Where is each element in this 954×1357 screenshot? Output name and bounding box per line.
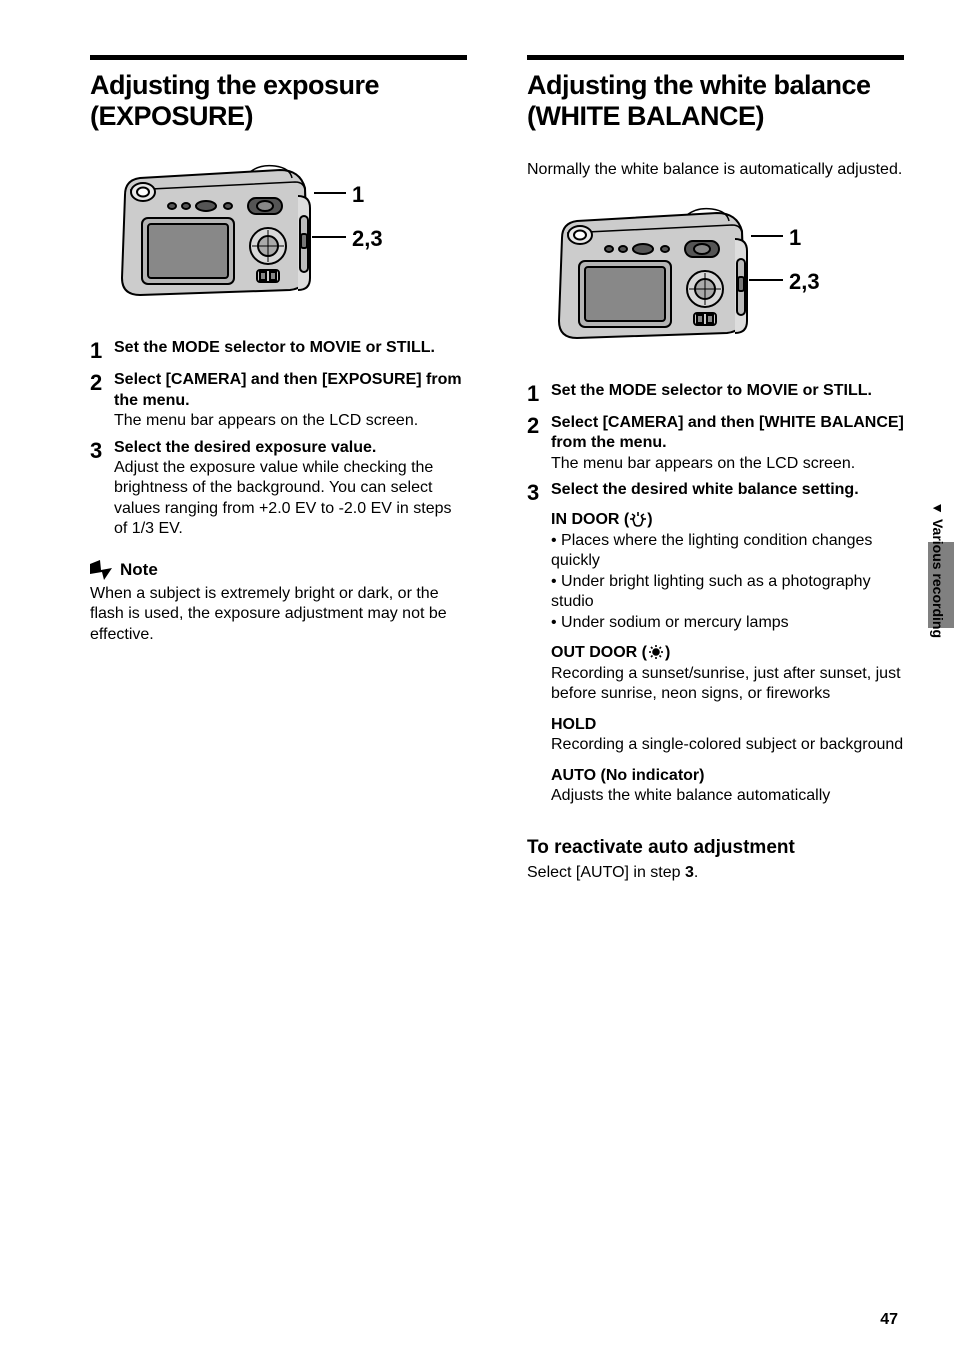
step-num: 3	[527, 480, 551, 817]
r-step3-text: Select the desired white balance setting…	[551, 481, 859, 498]
r-step2-text: Select [CAMERA] and then [WHITE BALANCE]…	[551, 414, 904, 451]
left-title: Adjusting the exposure (EXPOSURE)	[90, 70, 467, 132]
side-label: ▼ Various recording	[930, 501, 946, 638]
indoor-b3: • Under sodium or mercury lamps	[551, 614, 789, 631]
hold-b1: Recording a single-colored subject or ba…	[551, 736, 903, 753]
callout-23: 2,3	[789, 269, 820, 295]
mode-auto: AUTO (No indicator) Adjusts the white ba…	[551, 766, 904, 807]
hold-label: HOLD	[551, 716, 596, 733]
step2-sub: The menu bar appears on the LCD screen.	[114, 412, 418, 429]
step1-text: Set the MODE selector to MOVIE or STILL.	[114, 339, 435, 356]
r-step1-text: Set the MODE selector to MOVIE or STILL.	[551, 382, 872, 399]
page-number: 47	[880, 1311, 898, 1329]
step2-text: Select [CAMERA] and then [EXPOSURE] from…	[114, 371, 462, 408]
indoor-b1: • Places where the lighting condition ch…	[551, 532, 872, 569]
r-step-3: 3 Select the desired white balance setti…	[527, 480, 904, 817]
callout-1: 1	[352, 182, 364, 208]
r-step-2: 2 Select [CAMERA] and then [WHITE BALANC…	[527, 413, 904, 474]
left-illustration: 1 2,3	[100, 160, 400, 310]
note-text: When a subject is extremely bright or da…	[90, 584, 467, 645]
left-column: Adjusting the exposure (EXPOSURE)	[90, 55, 467, 883]
step-num: 2	[90, 370, 114, 431]
step-2: 2 Select [CAMERA] and then [EXPOSURE] fr…	[90, 370, 467, 431]
auto-b1: Adjusts the white balance automatically	[551, 787, 830, 804]
right-title: Adjusting the white balance (WHITE BALAN…	[527, 70, 904, 132]
note-label: Note	[120, 560, 158, 580]
reactivate-body-text: Select [AUTO] in step	[527, 864, 685, 881]
indoor-icon	[629, 511, 647, 528]
callout-1: 1	[789, 225, 801, 251]
step-num: 1	[527, 381, 551, 407]
reactivate-title: To reactivate auto adjustment	[527, 837, 904, 859]
step-3: 3 Select the desired exposure value. Adj…	[90, 438, 467, 540]
outdoor-label: OUT DOOR (	[551, 644, 647, 661]
camera-drawing	[537, 203, 767, 353]
outdoor-tail: )	[665, 644, 670, 661]
right-illustration: 1 2,3	[537, 203, 837, 353]
step3-text: Select the desired exposure value.	[114, 439, 376, 456]
step-num: 1	[90, 338, 114, 364]
rule	[527, 55, 904, 60]
mode-hold: HOLD Recording a single-colored subject …	[551, 715, 904, 756]
right-column: Adjusting the white balance (WHITE BALAN…	[527, 55, 904, 883]
step-1: 1 Set the MODE selector to MOVIE or STIL…	[90, 338, 467, 364]
indoor-label: IN DOOR (	[551, 511, 629, 528]
note-icon	[90, 560, 112, 580]
r-step-1: 1 Set the MODE selector to MOVIE or STIL…	[527, 381, 904, 407]
mode-outdoor: OUT DOOR () Recording a sunset/sunrise, …	[551, 643, 904, 704]
rule	[90, 55, 467, 60]
indoor-b2: • Under bright lighting such as a photog…	[551, 573, 871, 610]
indoor-tail: )	[647, 511, 652, 528]
callout-23: 2,3	[352, 226, 383, 252]
reactivate-body: Select [AUTO] in step 3.	[527, 863, 904, 883]
step-num: 3	[90, 438, 114, 540]
right-intro: Normally the white balance is automatica…	[527, 160, 904, 180]
camera-drawing	[100, 160, 330, 310]
page-content: Adjusting the exposure (EXPOSURE)	[0, 0, 954, 923]
auto-label: AUTO (No indicator)	[551, 767, 704, 784]
outdoor-icon	[647, 644, 665, 661]
outdoor-b1: Recording a sunset/sunrise, just after s…	[551, 665, 901, 702]
r-step2-sub: The menu bar appears on the LCD screen.	[551, 455, 855, 472]
note-block: Note	[90, 560, 467, 580]
mode-indoor: IN DOOR () • Places where the lighting c…	[551, 510, 904, 633]
step-num: 2	[527, 413, 551, 474]
